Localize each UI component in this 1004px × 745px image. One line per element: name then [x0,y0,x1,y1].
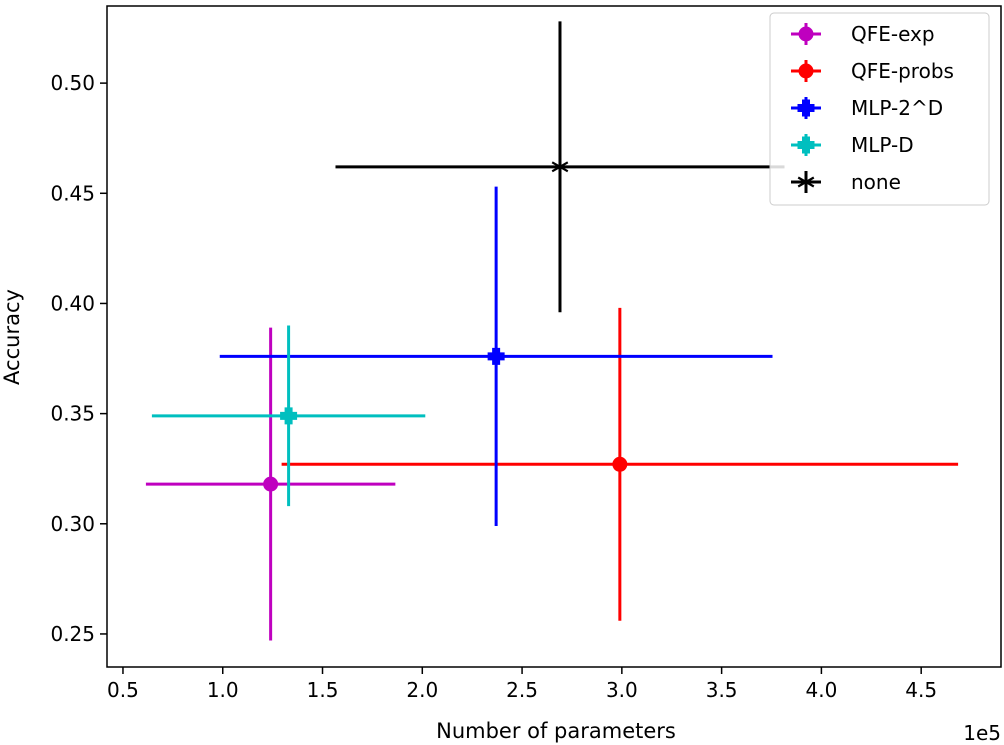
legend-marker [798,63,814,79]
data-point [280,407,298,425]
x-tick-label: 4.5 [905,678,937,702]
legend-label: QFE-probs [851,59,954,83]
legend-marker [797,99,815,117]
y-tick-label: 0.35 [50,402,95,426]
y-tick-label: 0.45 [50,181,95,205]
legend-marker [797,136,815,154]
x-tick-label: 3.0 [606,678,638,702]
y-tick-label: 0.50 [50,71,95,95]
legend-label: MLP-2^D [851,96,943,120]
x-tick-label: 3.5 [706,678,738,702]
x-tick-label: 4.0 [805,678,837,702]
legend-label: QFE-exp [851,22,935,46]
series-MLP-2^D [219,186,773,526]
x-axis-label: Number of parameters [436,719,676,743]
y-tick-label: 0.40 [50,291,95,315]
legend-entry: QFE-exp [791,22,935,46]
y-axis-label: Accuracy [0,289,24,385]
data-point [263,476,279,492]
y-tick-label: 0.25 [50,622,95,646]
asterisk-stroke [797,176,815,188]
legend-label: none [851,170,901,194]
legend-entry: MLP-2^D [791,96,943,120]
legend-entry: QFE-probs [791,59,954,83]
data-point [612,456,628,472]
plot-frame [106,5,1002,668]
series-none [335,21,785,313]
x-tick-label: 1.5 [307,678,339,702]
data-point [551,157,569,176]
data-point [487,347,505,365]
y-tick-label: 0.30 [50,512,95,536]
series-MLP-D [151,325,426,507]
series-QFE-probs [281,307,959,621]
legend-entry: MLP-D [791,133,914,157]
legend: QFE-exp QFE-probs MLP-2^D MLP-D none [769,12,990,206]
legend-entry: none [791,170,901,194]
legend-marker [797,173,815,191]
x-tick-label: 2.0 [406,678,438,702]
data-marks [145,21,959,641]
legend-marker [798,26,814,42]
x-tick-label: 0.5 [107,678,139,702]
legend-label: MLP-D [851,133,914,157]
x-tick-label: 1.0 [207,678,239,702]
ticks: 0.5 1.0 1.5 2.0 2.5 3.0 3.5 4.0 4.5 0.25 0.30 0.35 0… [50,71,937,702]
legend-frame [769,12,990,206]
series-QFE-exp [145,327,396,641]
x-tick-label: 2.5 [506,678,538,702]
asterisk-stroke [551,161,569,173]
x-offset-label: 1e5 [963,721,1001,745]
